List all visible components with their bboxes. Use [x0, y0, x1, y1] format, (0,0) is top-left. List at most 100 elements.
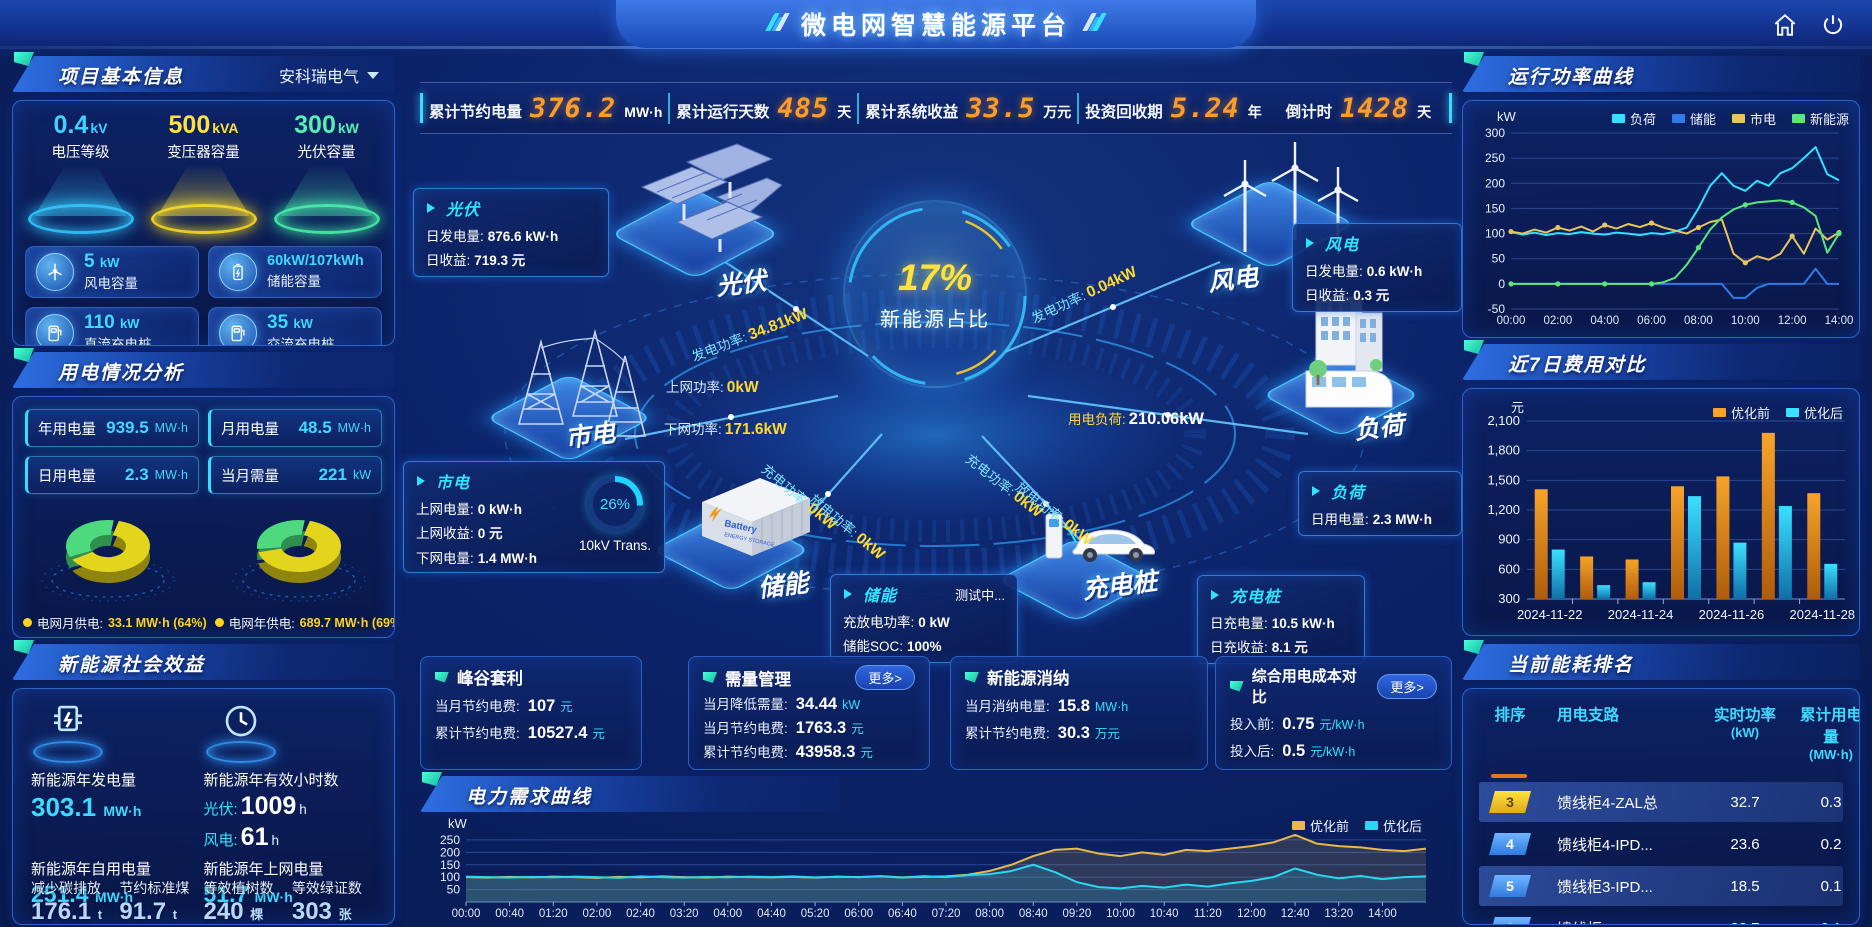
load-node-label: 负荷: [1352, 411, 1406, 445]
solar-panel-icon: [54, 705, 82, 732]
kpi-payback: 投资回收期 5.24 年: [1077, 92, 1268, 124]
demand-chart-legend: 优化前 优化后: [1291, 816, 1422, 835]
svg-text:100: 100: [440, 870, 460, 884]
legend-swatch: [1671, 114, 1685, 123]
branch-name: 馈线柜6-IPD: [1549, 918, 1697, 925]
branch-name: 馈线柜4-ZAL总: [1557, 794, 1658, 812]
year-supply-donut-chart: [214, 496, 384, 613]
month-demand-stat: 当月需量 221 kW: [208, 456, 382, 494]
table-row[interactable]: 4 馈线柜4-IPD... 23.6 0.2: [1479, 824, 1843, 864]
more-button[interactable]: 更多>: [855, 665, 915, 690]
rank-badge: 5: [1489, 875, 1531, 897]
realtime-power-value: 22.7: [1705, 920, 1785, 925]
battery-container-icon: Battery ENERGY STORAGE: [682, 464, 822, 574]
ac-charger-card: 35 kW 交流充电桩: [208, 307, 382, 345]
corner-icon: [14, 640, 34, 654]
company-select[interactable]: 安科瑞电气: [279, 63, 379, 87]
glow-pad: [150, 204, 257, 234]
arrow-icon: [417, 476, 425, 486]
rank-badge: 3: [1489, 791, 1531, 813]
branch-name: 馈线柜4-IPD...: [1557, 836, 1653, 854]
demand-curve-chart: 50 100 150 200 250 00:00 00:40 01:20 02:00 02:40 0…: [420, 826, 1440, 927]
storage-info-card: 储能 测试中... 充放电功率: 0 kW 储能SOC: 100%: [830, 574, 1018, 663]
cost-compare-chart: 300 600 900 1,200 1,500 1,800 2,100 2024-11-22 2…: [1465, 409, 1855, 635]
svg-text:1,800: 1,800: [1487, 443, 1520, 458]
svg-text:02:40: 02:40: [626, 908, 655, 920]
wind-info-card: 风电 日发电量: 0.6 kW·h 日收益: 0.3 元: [1292, 223, 1462, 312]
grid-info-card: 市电 上网电量: 0 kW·h 上网收益: 0 元 下网电量: 1.4 MW·h 26…: [403, 461, 665, 573]
svg-text:08:00: 08:00: [1684, 315, 1713, 327]
panel-header: 用电情况分析: [12, 348, 395, 388]
svg-text:00:40: 00:40: [495, 908, 524, 920]
svg-text:250: 250: [440, 833, 460, 847]
effective-hours-stat: 新能源年有效小时数 光伏: 1009 h 风电: 61 h: [204, 699, 377, 852]
svg-text:2024-11-26: 2024-11-26: [1699, 607, 1765, 622]
corner-icon: [14, 348, 34, 362]
realtime-power-value: 32.7: [1730, 793, 1760, 811]
panel-header: 项目基本信息 安科瑞电气: [12, 52, 395, 92]
storage-capacity-card: 60kW/107kWh 储能容量: [208, 246, 382, 298]
table-row[interactable]: 6馈线柜6-IPD22.70.1: [1479, 908, 1843, 925]
kpi-bar: 累计节约电量 376.2 MW·h 累计运行天数 485 天 累计系统收益 33.5 万元 …: [420, 82, 1452, 134]
solar-panels-icon: [632, 142, 783, 267]
svg-text:2024-11-22: 2024-11-22: [1517, 607, 1583, 622]
svg-text:02:00: 02:00: [1543, 315, 1572, 327]
title-plate: 微电网智慧能源平台: [616, 0, 1256, 48]
corner-icon: [1464, 340, 1484, 354]
panel-header: 新能源社会效益: [12, 640, 395, 680]
svg-text:1,200: 1,200: [1487, 502, 1520, 517]
glow-pad: [205, 741, 276, 763]
svg-text:14:00: 14:00: [1825, 315, 1853, 327]
renewable-generation-stat: 新能源年发电量 303.1 MW·h: [31, 699, 204, 852]
table-row[interactable]: 5 馈线柜3-IPD... 18.5 0.1: [1479, 866, 1843, 906]
svg-text:04:40: 04:40: [757, 908, 786, 920]
panel-header: 运行功率曲线: [1462, 52, 1860, 92]
bar-edge: [1449, 93, 1452, 123]
panel-header: 当前能耗排名: [1462, 640, 1860, 680]
kpi-revenue: 累计系统收益 33.5 万元: [857, 92, 1077, 124]
svg-text:06:00: 06:00: [1637, 315, 1666, 327]
day-usage-stat: 日用电量 2.3 MW·h: [25, 456, 199, 494]
transformer-capacity-stat: 500 kVA 变压器容量: [148, 111, 260, 234]
table-row[interactable]: 3 馈线柜4-ZAL总 32.7 0.3: [1479, 782, 1843, 822]
peak-valley-card: 峰谷套利 当月节约电费: 107 元 累计节约电费: 10527.4 元: [420, 656, 642, 770]
dc-charger-icon: [36, 314, 74, 345]
realtime-power-value: 18.5: [1730, 877, 1760, 895]
social-benefit-panel: 新能源社会效益 新能源年发电量 303.1 MW·h 新能源年有效小时数 光伏:…: [12, 640, 395, 925]
svg-text:04:00: 04:00: [1590, 315, 1619, 327]
rank-badge: 6: [1489, 917, 1531, 924]
cost-compare-panel: 近7日费用对比 元 优化前 优化后 300 600 900 1,200 1,500 1,80…: [1462, 340, 1860, 636]
svg-text:300: 300: [1498, 591, 1520, 606]
arrow-icon: [1211, 590, 1219, 600]
home-icon[interactable]: [1772, 12, 1798, 43]
svg-text:1,500: 1,500: [1487, 472, 1520, 487]
realtime-power-value: 23.6: [1730, 835, 1760, 853]
svg-text:2024-11-24: 2024-11-24: [1608, 607, 1674, 622]
light-beam: [157, 164, 250, 216]
power-curve-panel: 运行功率曲线 kW 负荷 储能 市电 新能源 -50 0 50 100 150 200 250 30…: [1462, 52, 1860, 338]
ev-charger-icon: [1018, 492, 1168, 597]
cost-chart-legend: 优化前 优化后: [1712, 403, 1843, 422]
svg-text:12:40: 12:40: [1281, 908, 1310, 920]
pv-capacity-stat: 300 kW 光伏容量: [271, 111, 383, 234]
arrow-icon: [1312, 486, 1320, 496]
power-icon[interactable]: [1820, 12, 1846, 43]
legend-item: 优化后: [1364, 816, 1422, 835]
total-energy-value: 0.2: [1820, 835, 1842, 853]
svg-text:900: 900: [1498, 532, 1520, 547]
svg-text:07:20: 07:20: [932, 908, 961, 920]
legend-item: 负荷: [1611, 109, 1656, 128]
more-button[interactable]: 更多>: [1377, 673, 1437, 699]
co2-reduction-stat: 减少碳排放 176.1 t: [31, 880, 103, 925]
svg-text:04:00: 04:00: [713, 908, 742, 920]
svg-text:200: 200: [440, 845, 460, 859]
power-chart-legend: 负荷 储能 市电 新能源: [1611, 109, 1849, 128]
legend-swatch: [1791, 114, 1805, 123]
legend-item: 优化后: [1785, 403, 1843, 422]
legend-item: 储能: [1671, 109, 1716, 128]
pv-info-card: 光伏 日发电量: 876.6 kW·h 日收益: 719.3 元: [413, 188, 609, 277]
energy-ranking-panel: 当前能耗排名 排序 用电支路 实时功率 (kW) 累计用电量 (MW·h) 3 馈线柜…: [1462, 640, 1860, 925]
svg-text:600: 600: [1498, 561, 1520, 576]
diagram-rings: [504, 260, 1366, 595]
